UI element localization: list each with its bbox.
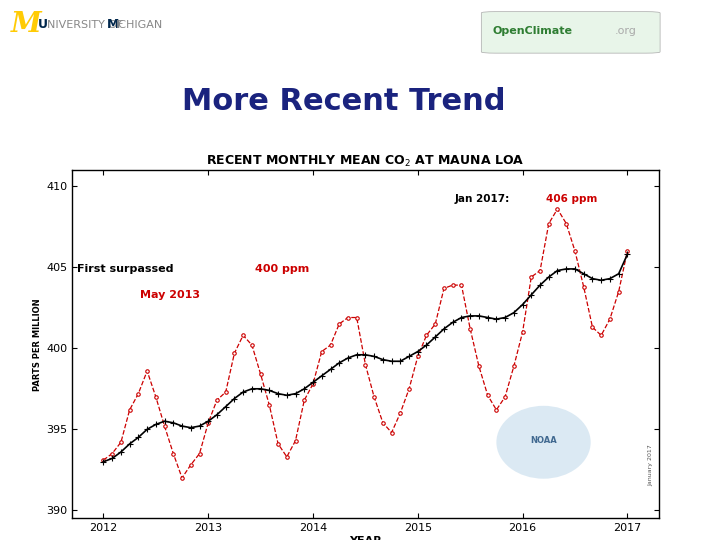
Text: U: U: [38, 18, 48, 31]
Text: .org: .org: [615, 26, 636, 36]
Text: ICHIGAN: ICHIGAN: [115, 19, 163, 30]
Text: 400 ppm: 400 ppm: [256, 264, 310, 274]
Text: M: M: [10, 11, 41, 38]
X-axis label: YEAR: YEAR: [349, 536, 382, 540]
Title: RECENT MONTHLY MEAN CO$_2$ AT MAUNA LOA: RECENT MONTHLY MEAN CO$_2$ AT MAUNA LOA: [206, 153, 525, 168]
Text: OpenClimate: OpenClimate: [493, 26, 573, 36]
Text: More Recent Trend: More Recent Trend: [182, 86, 505, 116]
FancyBboxPatch shape: [481, 12, 660, 53]
Text: First surpassed: First surpassed: [77, 264, 178, 274]
Text: May 2013: May 2013: [140, 290, 200, 300]
Text: NOAA: NOAA: [530, 436, 557, 445]
Ellipse shape: [496, 406, 590, 478]
Text: Jan 2017:: Jan 2017:: [454, 194, 513, 205]
Text: NIVERSITY OF: NIVERSITY OF: [47, 19, 127, 30]
Text: January 2017: January 2017: [648, 444, 653, 486]
Y-axis label: PARTS PER MILLION: PARTS PER MILLION: [33, 298, 42, 390]
Text: 406 ppm: 406 ppm: [546, 194, 597, 205]
Text: M: M: [107, 18, 119, 31]
